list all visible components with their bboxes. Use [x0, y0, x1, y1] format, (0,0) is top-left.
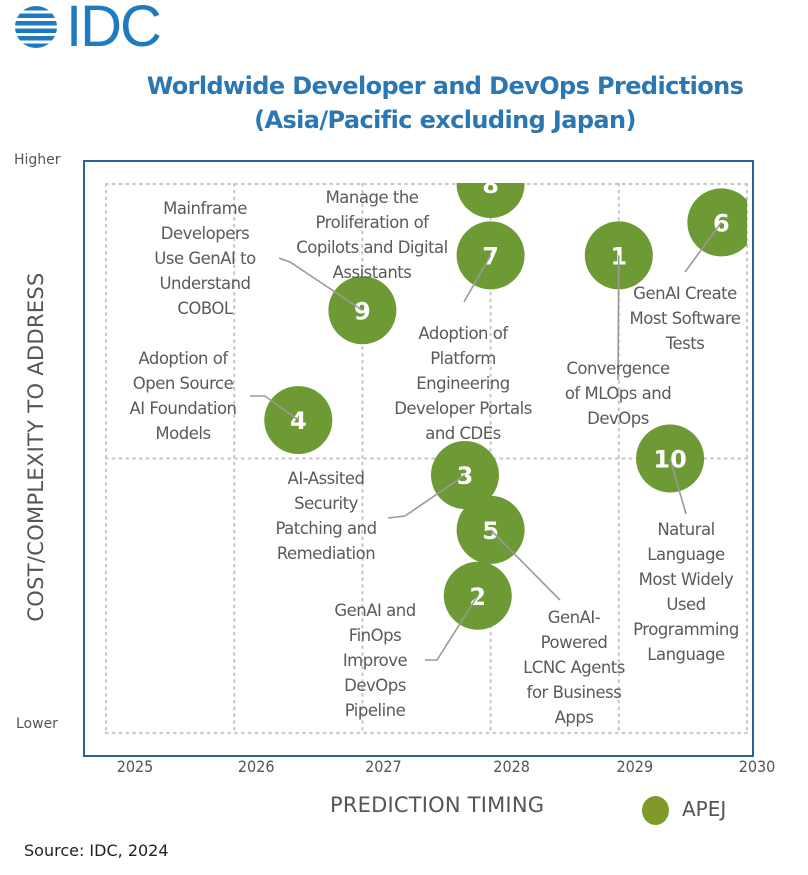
bubble-circle — [687, 188, 747, 257]
x-axis-title: PREDICTION TIMING — [330, 793, 545, 817]
x-tick-label: 2029 — [616, 757, 654, 776]
bubble-number: 8 — [482, 171, 499, 199]
point-label-3: AI-Assited Security Patching and Remedia… — [275, 469, 377, 563]
x-tick-label: 2025 — [116, 757, 154, 776]
x-tick-label: 2027 — [365, 757, 402, 776]
globe-icon — [15, 6, 57, 48]
leader-line — [425, 595, 479, 661]
point-label-8: Manage the Proliferation of Copilots and… — [296, 188, 448, 282]
chart-title-line1: Worldwide Developer and DevOps Predictio… — [146, 72, 744, 100]
plot-frame — [83, 160, 754, 757]
leader-line — [278, 257, 363, 311]
logo-text: IDC — [66, 0, 162, 59]
point-label-10: Natural Language Most Widely Used Progra… — [633, 520, 739, 664]
leader-line — [387, 474, 466, 519]
point-label-1: Convergence of MLOps and DevOps — [564, 359, 672, 428]
bubble-number: 4 — [290, 407, 307, 435]
leader-line — [684, 221, 723, 273]
leader-line — [617, 255, 620, 381]
point-label-4: Adoption of Open Source AI Foundation Mo… — [129, 349, 237, 443]
x-tick-label: 2026 — [237, 757, 275, 776]
y-tick-lower: Lower — [16, 716, 58, 732]
point-label-2: GenAI and FinOps Improve DevOps Pipeline — [334, 601, 416, 720]
legend-dot-apej — [642, 796, 669, 825]
grid — [104, 182, 749, 735]
bubble-number: 3 — [457, 462, 474, 490]
source-note: Source: IDC, 2024 — [24, 841, 169, 860]
x-tick-label: 2030 — [738, 757, 776, 776]
bubble-number: 9 — [354, 297, 371, 325]
leader-line — [250, 395, 299, 421]
point-label-5: GenAI- Powered LCNC Agents for Business … — [523, 608, 625, 727]
point-label-9: Mainframe Developers Use GenAI to Unders… — [154, 199, 256, 318]
leader-line — [463, 254, 492, 303]
y-tick-higher: Higher — [14, 152, 61, 168]
bubble-circle — [456, 183, 525, 218]
leader-lines-over — [250, 221, 723, 661]
leader-line — [669, 458, 687, 515]
idc-logo: IDC — [10, 0, 180, 58]
legend-label-apej: APEJ — [682, 797, 727, 821]
chart-title-line2: (Asia/Pacific excluding Japan) — [254, 106, 636, 134]
point-label-6: GenAI Create Most Software Tests — [629, 284, 741, 353]
bubble-8: 8 — [456, 171, 525, 218]
x-tick-label: 2028 — [493, 757, 530, 776]
leader-line — [490, 529, 561, 601]
point-label-7: Adoption of Platform Engineering Develop… — [394, 324, 532, 443]
